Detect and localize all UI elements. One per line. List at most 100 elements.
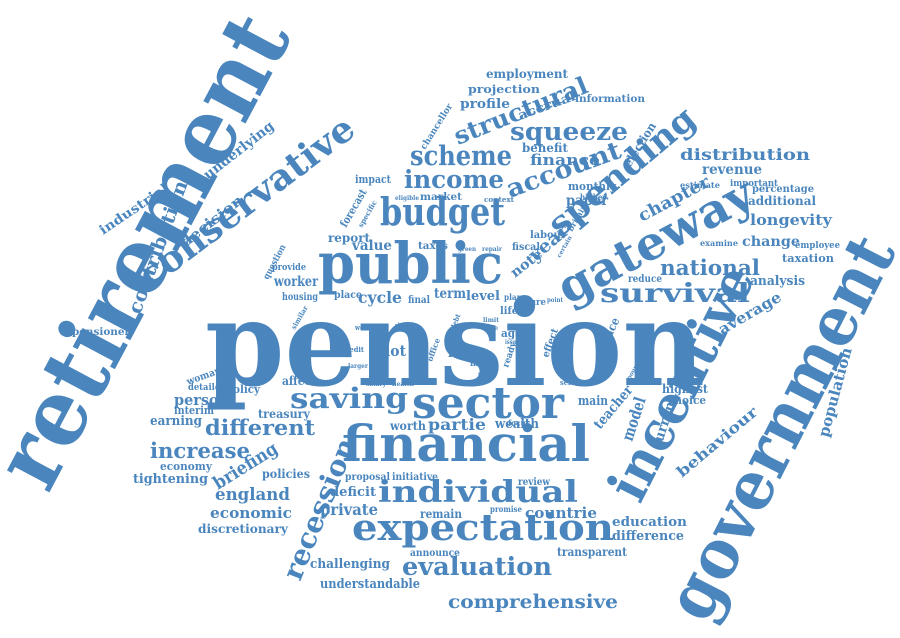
word-credit: credit [342, 345, 365, 354]
word-economic: economic [210, 504, 292, 522]
word-important: important [730, 179, 779, 189]
word-wealth: wealth [494, 417, 539, 432]
word-education: education [612, 515, 688, 530]
word-fund: fund [448, 338, 462, 347]
word-understandable: understandable [320, 577, 420, 592]
word-labour: labour [530, 230, 567, 241]
word-proposal: proposal [345, 472, 390, 483]
word-saving: saving [290, 382, 408, 415]
word-paper: paper [566, 193, 609, 209]
word-green: green [458, 246, 477, 253]
word-deficit: deficit [330, 485, 376, 500]
word-treasury: treasury [258, 407, 311, 421]
word-scheme: scheme [410, 141, 512, 172]
word-remain: remain [420, 507, 462, 521]
word-series: series [560, 378, 582, 387]
word-income: income [404, 165, 504, 194]
word-aged: aged [501, 327, 529, 340]
word-focus: focus [508, 418, 530, 428]
word-context: context [484, 195, 515, 204]
word-analysis: analysis [750, 274, 805, 289]
word-main: main [578, 394, 608, 409]
word-benefit: benefit [522, 141, 568, 155]
word-rate: rate [448, 346, 474, 361]
word-person: person [174, 391, 229, 409]
word-plan: plan [504, 292, 522, 302]
word-term: term [434, 286, 466, 302]
word-employee: employee [795, 241, 840, 251]
word-difference: difference [612, 529, 684, 544]
word-detailed: detailed [188, 383, 227, 393]
word-private: private [320, 500, 378, 519]
word-housing: housing [282, 292, 318, 303]
word-taxes: taxes [418, 241, 448, 252]
word-information: information [575, 94, 646, 105]
word-more: more [470, 358, 494, 369]
word-initiative: initiative [392, 472, 438, 483]
word-value: value [351, 238, 392, 254]
word-survival: survival [600, 279, 750, 309]
word-salary: salary [366, 381, 386, 388]
word-earning: earning [150, 414, 202, 429]
word-national: national [660, 255, 760, 280]
word-social: social [478, 371, 497, 378]
word-level: level [466, 289, 500, 304]
word-show: show [395, 321, 410, 330]
word-market: market [420, 192, 462, 203]
word-life: life [500, 306, 518, 317]
word-tightening: tightening [133, 472, 208, 487]
word-discretionary: discretionary [198, 522, 289, 536]
word-partie: partie [428, 415, 486, 434]
word-limit: limit [483, 317, 499, 324]
word-worth: worth [389, 419, 426, 433]
word-rule: rule [484, 325, 498, 332]
word-place: place [334, 290, 362, 301]
word-interim: interim [174, 404, 214, 417]
word-highest: highest [662, 382, 708, 396]
word-challenging: challenging [310, 557, 390, 572]
word-policies: policies [262, 467, 310, 481]
word-countrie: countrie [525, 504, 597, 522]
word-different: different [205, 415, 315, 440]
word-issue: issue [505, 339, 519, 346]
word-promise: promise [490, 504, 522, 514]
word-eligible: eligible [395, 195, 419, 202]
word-report: report [328, 231, 370, 245]
word-pensioner: pensioner [72, 327, 131, 338]
word-choice: choice [668, 394, 706, 407]
word-world: world [354, 323, 373, 332]
word-fiscal: fiscal [512, 242, 540, 253]
word-provide: provide [272, 263, 306, 273]
word-final: final [408, 295, 430, 306]
word-comprehensive: comprehensive [448, 591, 618, 613]
word-point: point [547, 297, 563, 304]
word-budget: budget [380, 189, 505, 234]
word-policy: policy [226, 383, 261, 396]
word-monthly: monthly [568, 180, 617, 193]
word-worker: worker [273, 274, 318, 290]
word-impact: impact [355, 173, 392, 186]
word-examine: examine [700, 238, 738, 248]
word-expectation: expectation [352, 507, 614, 549]
word-increase: increase [150, 438, 250, 463]
word-taxation: taxation [782, 252, 834, 265]
word-higher: higher [580, 192, 607, 202]
word-distribution: distribution [680, 145, 810, 164]
word-health: health [392, 381, 415, 388]
word-larger: larger [348, 363, 369, 370]
word-revenue: revenue [702, 162, 762, 178]
word-england: england [215, 485, 290, 505]
word-finance: finance [530, 151, 600, 169]
word-transparent: transparent [557, 545, 627, 559]
word-cycle: cycle [358, 288, 402, 307]
word-affect: affect [282, 374, 316, 388]
word-evaluation: evaluation [402, 552, 552, 581]
word-reduce: reduce [628, 274, 662, 285]
word-squeeze: squeeze [510, 117, 628, 146]
word-additional: additional [748, 194, 816, 208]
word-economy: economy [160, 460, 213, 473]
word-financial: financial [342, 414, 590, 473]
word-projection: projection [468, 83, 540, 96]
